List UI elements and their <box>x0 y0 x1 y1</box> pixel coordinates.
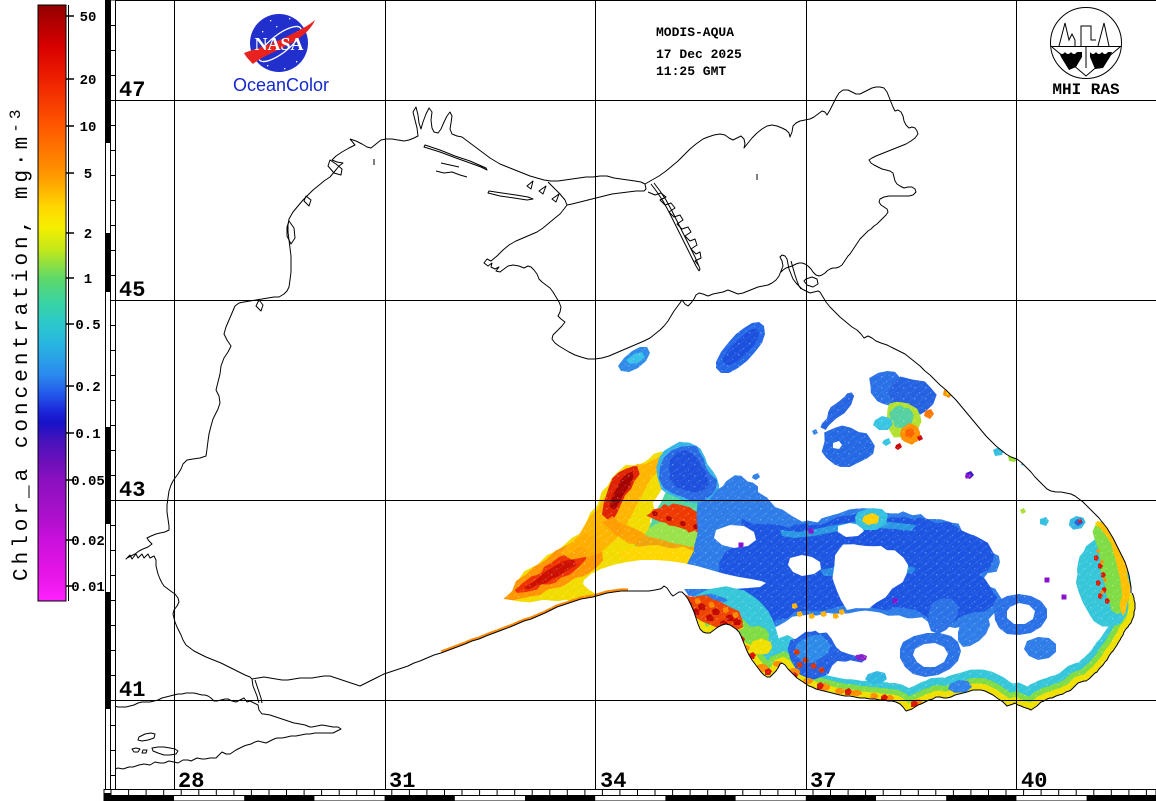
svg-text:10: 10 <box>80 120 97 136</box>
svg-text:0.02: 0.02 <box>71 534 105 550</box>
svg-text:NASA: NASA <box>254 34 303 54</box>
svg-text:1: 1 <box>84 272 92 288</box>
svg-text:41: 41 <box>119 678 145 703</box>
svg-text:20: 20 <box>80 73 97 89</box>
svg-text:47: 47 <box>119 78 145 103</box>
svg-text:MHI RAS: MHI RAS <box>1052 81 1120 99</box>
svg-text:0.1: 0.1 <box>75 427 100 443</box>
svg-text:17 Dec 2025: 17 Dec 2025 <box>656 47 742 62</box>
svg-text:0.05: 0.05 <box>71 474 105 490</box>
svg-text:5: 5 <box>84 167 92 183</box>
svg-text:0.5: 0.5 <box>75 318 100 334</box>
svg-text:2: 2 <box>84 227 92 243</box>
svg-text:MODIS-AQUA: MODIS-AQUA <box>656 25 734 40</box>
svg-text:Chlor_a concentration, mg·m-3: Chlor_a concentration, mg·m-3 <box>7 106 34 581</box>
svg-text:OceanColor: OceanColor <box>233 75 329 95</box>
svg-text:0.2: 0.2 <box>75 380 100 396</box>
svg-text:0.01: 0.01 <box>71 580 105 596</box>
svg-text:45: 45 <box>119 278 145 303</box>
svg-text:50: 50 <box>80 10 97 26</box>
svg-text:43: 43 <box>119 478 145 503</box>
svg-text:11:25 GMT: 11:25 GMT <box>656 64 726 79</box>
